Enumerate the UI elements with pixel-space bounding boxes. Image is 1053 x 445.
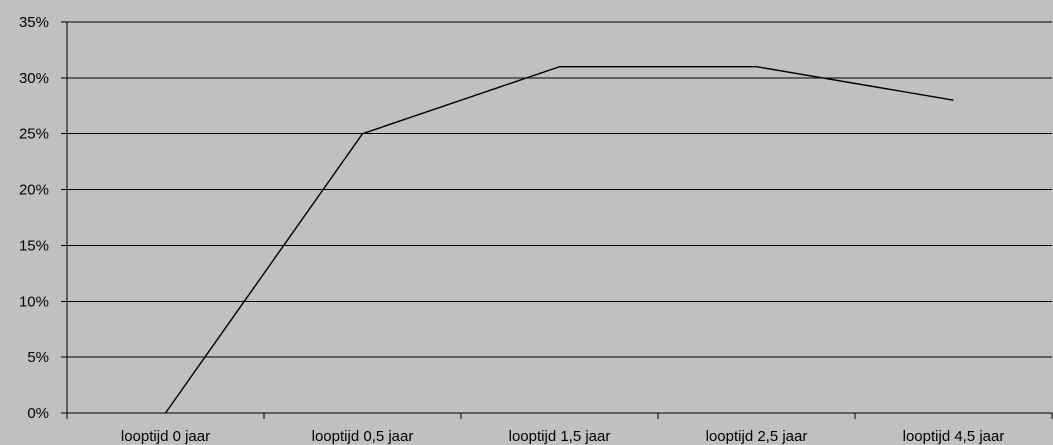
y-tick-label: 25% <box>19 126 49 143</box>
gridlines <box>67 21 1052 414</box>
series-lines <box>164 65 954 414</box>
y-axis-ticks: 0% 5% 10% 15% 20% 25% 30% 35% <box>19 14 67 422</box>
x-tick-label: looptijd 2,5 jaar <box>706 428 808 445</box>
y-tick-label: 35% <box>19 14 49 31</box>
x-tick-label: looptijd 1,5 jaar <box>509 428 611 445</box>
axes <box>66 22 1052 414</box>
y-tick-label: 20% <box>19 182 49 199</box>
y-tick-label: 30% <box>19 70 49 87</box>
y-tick-label: 0% <box>27 405 49 422</box>
series-line <box>164 65 954 414</box>
y-tick-label: 10% <box>19 293 49 310</box>
x-tick-label: looptijd 0,5 jaar <box>312 428 414 445</box>
x-axis-ticks: looptijd 0 jaar looptijd 0,5 jaar looptijd… <box>66 413 1053 445</box>
x-tick-label: looptijd 4,5 jaar <box>903 428 1005 445</box>
y-tick-label: 5% <box>27 349 49 366</box>
y-tick-label: 15% <box>19 237 49 254</box>
x-tick-label: looptijd 0 jaar <box>121 428 210 445</box>
